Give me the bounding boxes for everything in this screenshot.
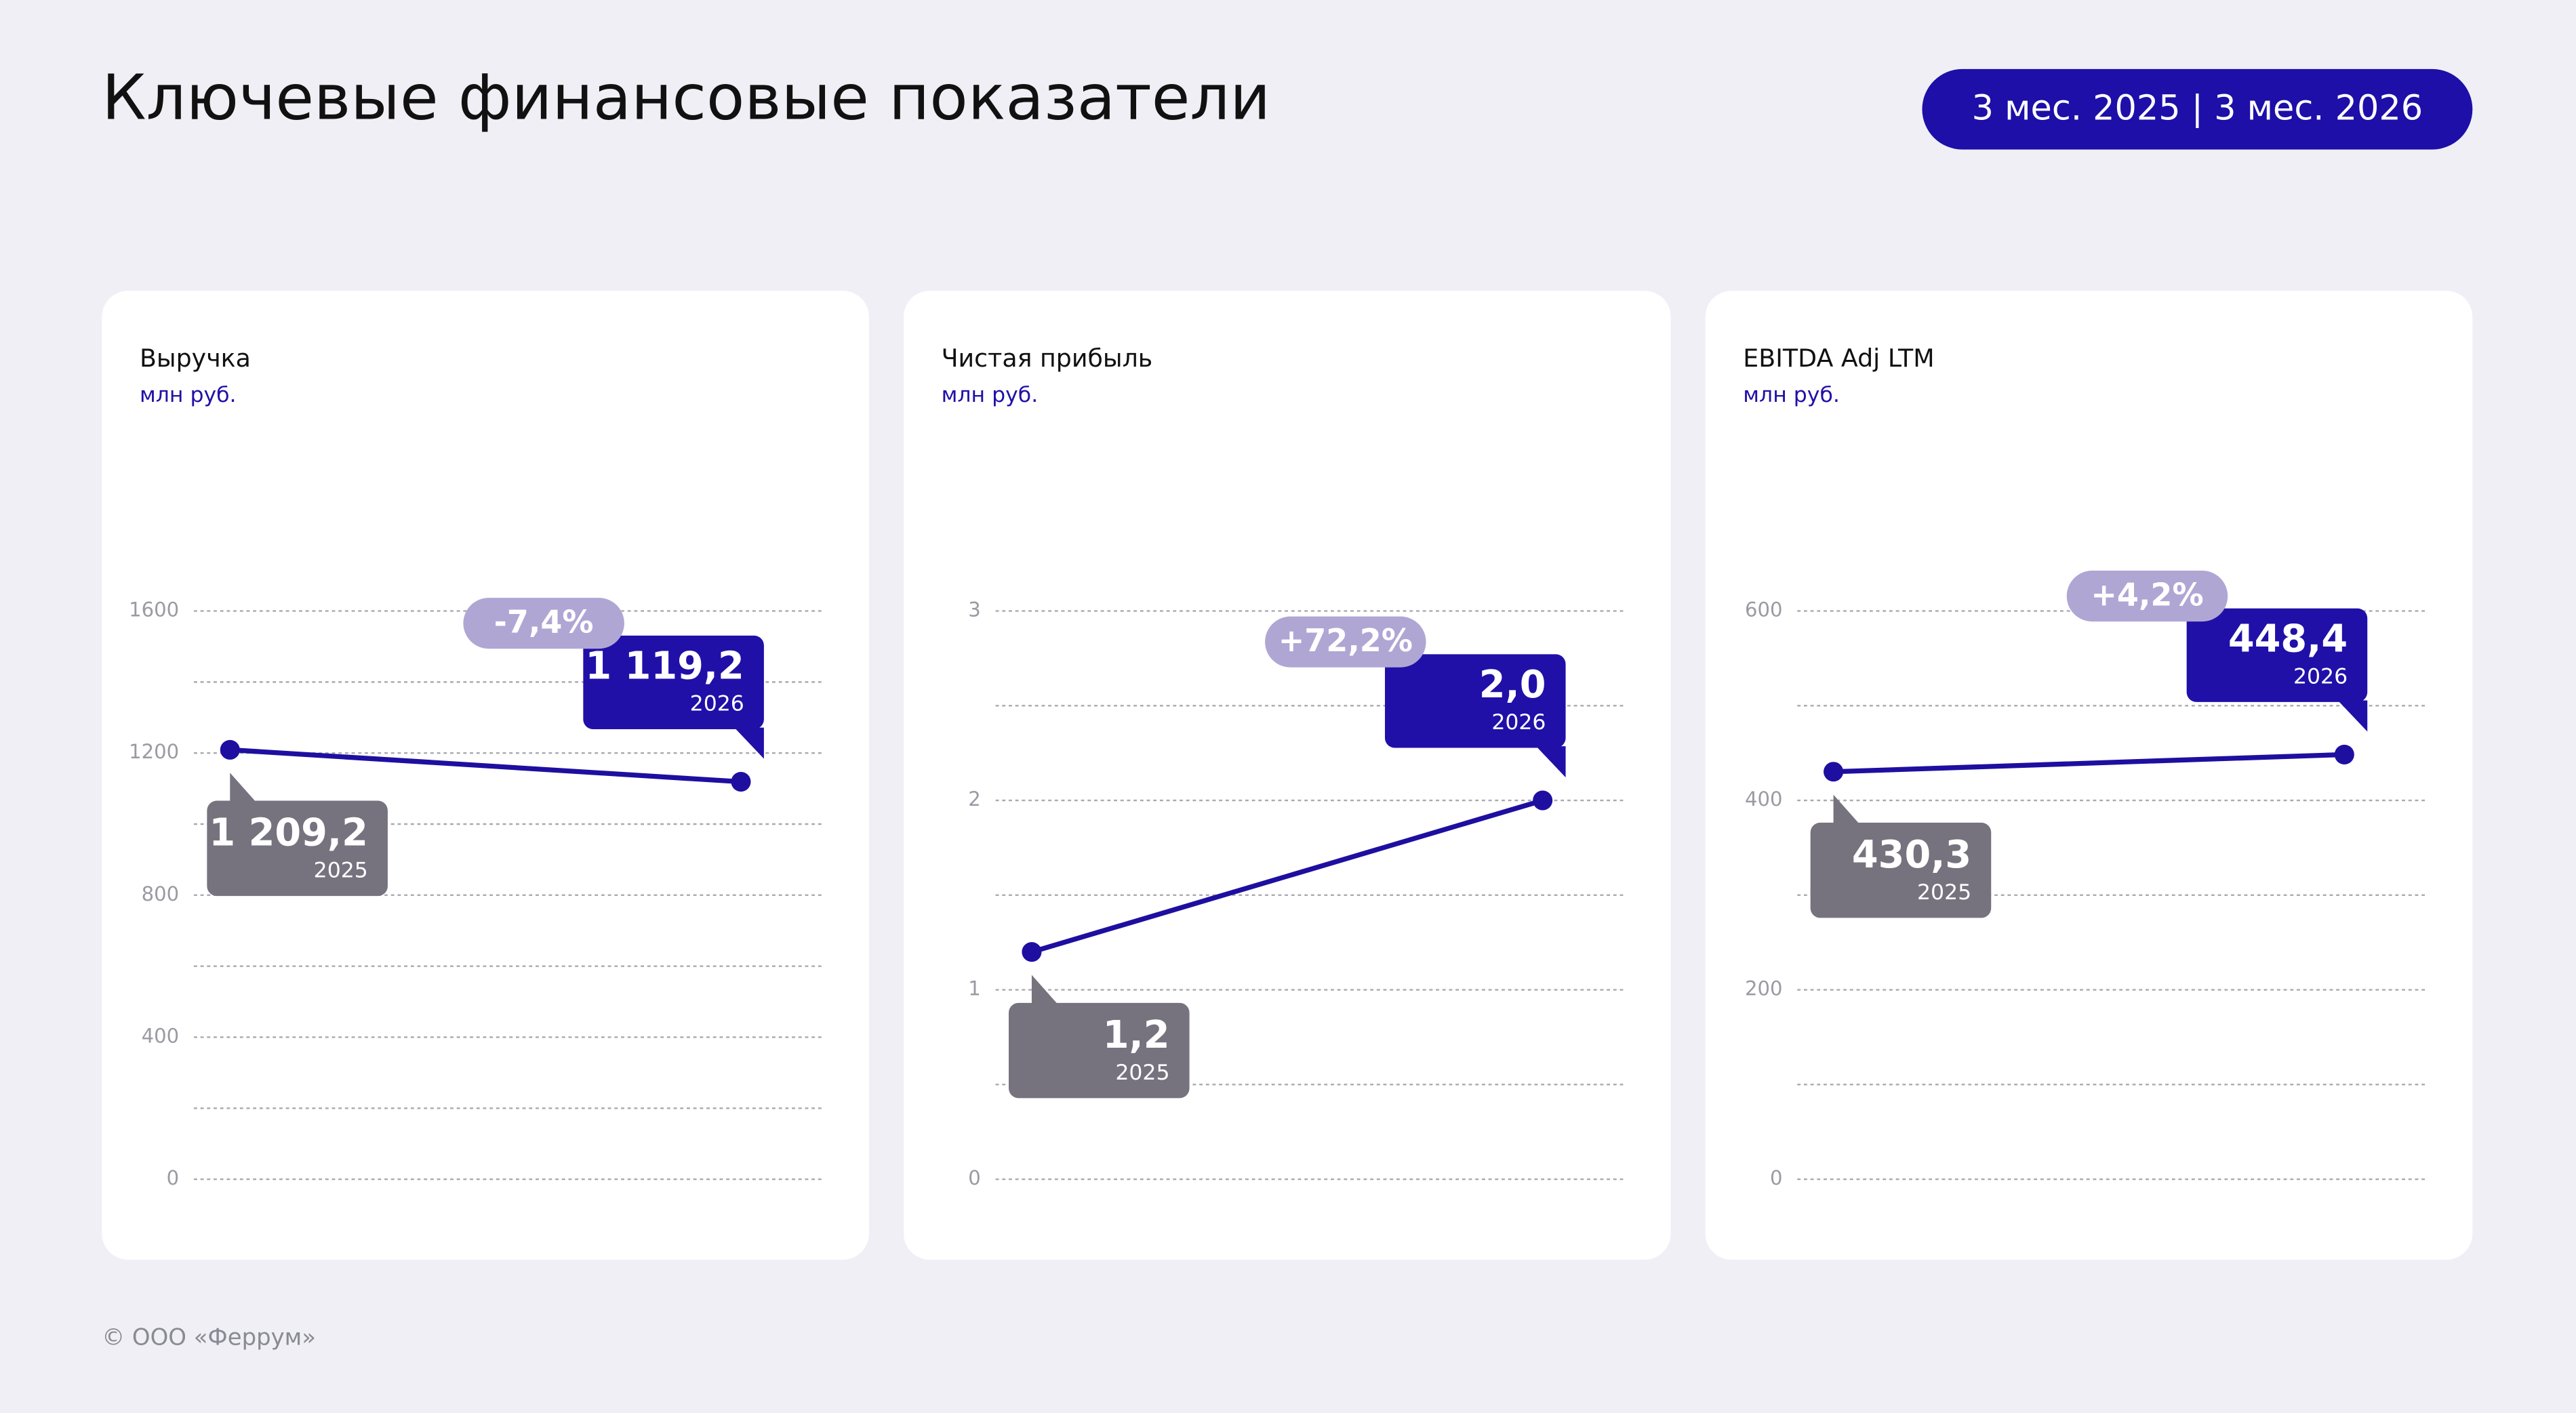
change-pill <box>463 598 624 649</box>
chart-subtitle: млн руб. <box>942 383 1039 407</box>
card <box>102 290 870 1260</box>
callout-box <box>1384 654 1566 748</box>
page-title: Ключевые финансовые показатели <box>102 62 1270 134</box>
y-tick-label: 0 <box>167 1166 180 1189</box>
change-pill <box>2066 571 2228 622</box>
y-tick-label: 3 <box>968 598 981 621</box>
card <box>903 290 1671 1260</box>
y-tick-label: 1200 <box>129 740 179 763</box>
chart-subtitle: млн руб. <box>1743 383 1840 407</box>
card <box>1705 290 2473 1260</box>
callout-tail <box>1031 975 1058 1005</box>
callout-box <box>1810 822 1992 918</box>
change-pill <box>1265 616 1426 668</box>
change-label: -7,4% <box>494 603 594 640</box>
value-label: 1,2 <box>1103 1013 1170 1057</box>
callout-tail <box>1833 794 1860 825</box>
value-label: 2,0 <box>1479 663 1546 707</box>
callout-box <box>583 635 764 729</box>
value-label: 1 119,2 <box>585 644 744 688</box>
change-label: +4,2% <box>2091 576 2203 613</box>
y-tick-label: 1 <box>968 977 981 1000</box>
callout-tail <box>1535 746 1566 778</box>
chart-title: Выручка <box>140 344 251 373</box>
value-label: 430,3 <box>1852 833 1971 877</box>
data-point <box>2334 744 2354 764</box>
data-point <box>220 739 240 760</box>
year-label: 2025 <box>314 859 368 883</box>
data-line <box>1030 798 1544 955</box>
chart-subtitle: млн руб. <box>140 383 237 407</box>
y-tick-label: 600 <box>1745 598 1783 621</box>
footer: © ООО «Феррум» <box>102 1324 316 1351</box>
year-label: 2025 <box>1917 880 1971 905</box>
year-label: 2026 <box>690 692 744 716</box>
data-point <box>1824 762 1844 782</box>
data-point <box>1533 790 1553 811</box>
period-badge <box>1922 68 2473 150</box>
change-label: +72,2% <box>1279 622 1413 659</box>
y-tick-label: 0 <box>968 1166 981 1189</box>
callout-tail <box>2337 700 2368 732</box>
value-label: 448,4 <box>2228 617 2348 661</box>
y-tick-label: 400 <box>142 1024 180 1047</box>
period-label: 3 мес. 2025 | 3 мес. 2026 <box>1972 88 2423 128</box>
y-tick-label: 400 <box>1745 787 1783 811</box>
data-point <box>1022 942 1042 962</box>
data-line <box>1833 752 2345 775</box>
chart-title: Чистая прибыль <box>942 344 1153 373</box>
value-label: 1 209,2 <box>209 811 367 855</box>
y-tick-label: 2 <box>968 787 981 811</box>
y-tick-label: 1600 <box>129 598 179 621</box>
year-label: 2026 <box>2293 665 2348 689</box>
year-label: 2026 <box>1491 710 1546 735</box>
y-tick-label: 800 <box>142 882 180 905</box>
data-line <box>230 747 742 785</box>
callout-box <box>2186 608 2368 702</box>
chart-title: EBITDA Adj LTM <box>1743 344 1934 373</box>
year-label: 2025 <box>1115 1061 1169 1085</box>
data-point <box>731 772 751 792</box>
callout-box <box>1009 1002 1190 1099</box>
y-tick-label: 0 <box>1770 1166 1783 1189</box>
callout-tail <box>734 727 764 759</box>
callout-tail <box>230 773 257 802</box>
callout-box <box>207 800 388 897</box>
y-tick-label: 200 <box>1745 977 1783 1000</box>
